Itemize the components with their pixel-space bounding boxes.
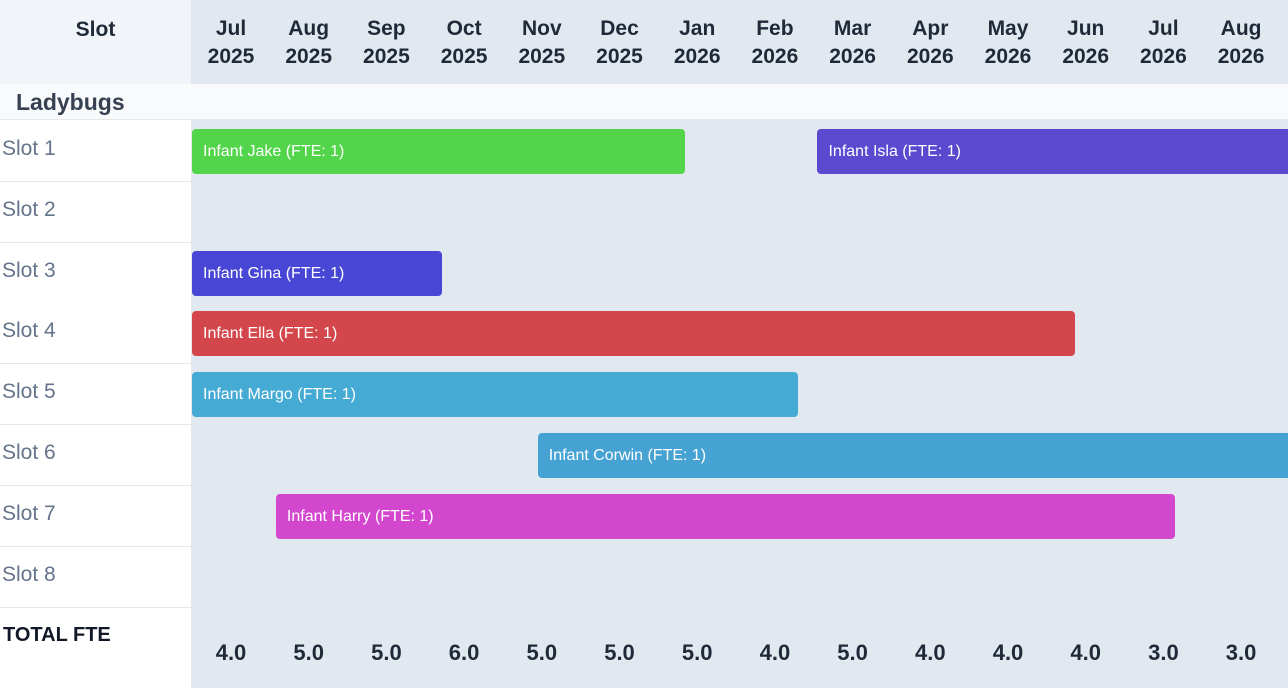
total-fte-value: 5.0 [837, 640, 868, 665]
slot-row: Slot 4 [0, 303, 191, 365]
slot-row: Slot 1 [0, 121, 191, 182]
month-name: Aug [1220, 17, 1262, 40]
slot-row: Slot 5 [0, 364, 191, 426]
slot-label: Slot 1 [2, 137, 56, 160]
group-row-ladybugs: Ladybugs [0, 84, 1288, 120]
month-header: Apr 2026 [891, 0, 969, 84]
enrollment-bar[interactable]: Infant Harry (FTE: 1) [275, 493, 1175, 539]
month-name: Sep [367, 17, 406, 40]
month-year: 2025 [596, 45, 643, 68]
month-name: May [987, 17, 1029, 40]
month-year: 2026 [906, 45, 954, 68]
total-fte-label: TOTAL FTE [3, 624, 111, 646]
total-fte-value: 5.0 [371, 640, 402, 665]
total-fte-value: 4.0 [915, 640, 946, 665]
month-header: Jan 2026 [658, 0, 736, 84]
month-name: Jul [215, 17, 247, 40]
month-year: 2026 [829, 45, 876, 68]
month-name: Oct [446, 17, 482, 40]
total-fte-value: 4.0 [759, 640, 791, 665]
slot-column-header: Slot [0, 0, 191, 84]
enrollment-bar[interactable]: Infant Isla (FTE: 1) [817, 129, 1288, 174]
month-header: Dec 2025 [581, 0, 659, 84]
slot-label: Slot 2 [2, 197, 56, 221]
slot-label: Slot 6 [2, 441, 56, 464]
month-header: Sep 2025 [347, 0, 425, 84]
month-name: Dec [600, 17, 639, 40]
month-header: Jun 2026 [1047, 0, 1125, 84]
month-name: Mar [833, 17, 872, 40]
enrollment-bar[interactable]: Infant Margo (FTE: 1) [192, 372, 799, 418]
total-fte-value: 5.0 [293, 640, 324, 665]
total-fte-value: 6.0 [448, 640, 480, 665]
total-fte-value: 4.0 [992, 640, 1024, 665]
total-fte-value: 4.0 [215, 640, 247, 665]
month-year: 2025 [440, 45, 488, 68]
month-header: Jul 2026 [1124, 0, 1202, 84]
slot-label: Slot 5 [2, 380, 56, 404]
month-name: Nov [521, 17, 562, 40]
month-header: May 2026 [969, 0, 1047, 84]
slot-label: Slot 8 [2, 562, 56, 586]
slot-label: Slot 7 [2, 501, 56, 525]
slot-row: Slot 6 [0, 425, 191, 486]
total-fte-value: 5.0 [681, 640, 713, 665]
month-header: Jul 2025 [192, 0, 270, 84]
month-year: 2026 [1062, 45, 1110, 68]
month-year: 2025 [518, 45, 566, 68]
slot-row: Slot 3 [0, 242, 191, 304]
slot-label: Slot 4 [2, 319, 56, 343]
month-header: Oct 2025 [425, 0, 503, 84]
month-header: Nov 2025 [503, 0, 581, 84]
month-year: 2026 [751, 45, 799, 68]
month-year: 2026 [673, 45, 721, 68]
month-year: 2025 [285, 45, 333, 68]
slot-row: Slot 2 [0, 181, 191, 243]
enrollment-bar[interactable]: Infant Corwin (FTE: 1) [537, 433, 1288, 478]
enrollment-bar[interactable]: Infant Jake (FTE: 1) [192, 129, 686, 174]
month-year: 2025 [207, 45, 255, 68]
month-year: 2026 [984, 45, 1032, 68]
enrollment-bar[interactable]: Infant Gina (FTE: 1) [192, 250, 443, 296]
month-year: 2026 [1140, 45, 1187, 68]
slot-header-label: Slot [75, 18, 116, 41]
month-header: Mar 2026 [814, 0, 892, 84]
total-fte-value: 3.0 [1148, 640, 1179, 665]
month-name: Apr [912, 17, 949, 40]
month-name: Jun [1067, 17, 1105, 40]
month-header: Aug 2025 [270, 0, 348, 84]
month-name: Feb [756, 17, 794, 40]
month-name: Jul [1148, 17, 1179, 40]
total-fte-value: 5.0 [526, 640, 558, 665]
month-year: 2025 [363, 45, 410, 68]
enrollment-bar[interactable]: Infant Ella (FTE: 1) [192, 311, 1075, 357]
group-label: Ladybugs [16, 89, 125, 115]
month-name: Jan [679, 17, 716, 40]
slot-row: Slot 7 [0, 485, 191, 547]
total-fte-value: 5.0 [604, 640, 635, 665]
month-header: Feb 2026 [736, 0, 814, 84]
month-name: Aug [288, 17, 330, 40]
total-fte-value: 4.0 [1070, 640, 1101, 665]
month-year: 2026 [1217, 45, 1265, 68]
month-header: Aug 2026 [1202, 0, 1280, 84]
total-fte-value: 3.0 [1225, 640, 1257, 665]
slot-label: Slot 3 [2, 258, 56, 282]
slot-row: Slot 8 [0, 546, 191, 608]
